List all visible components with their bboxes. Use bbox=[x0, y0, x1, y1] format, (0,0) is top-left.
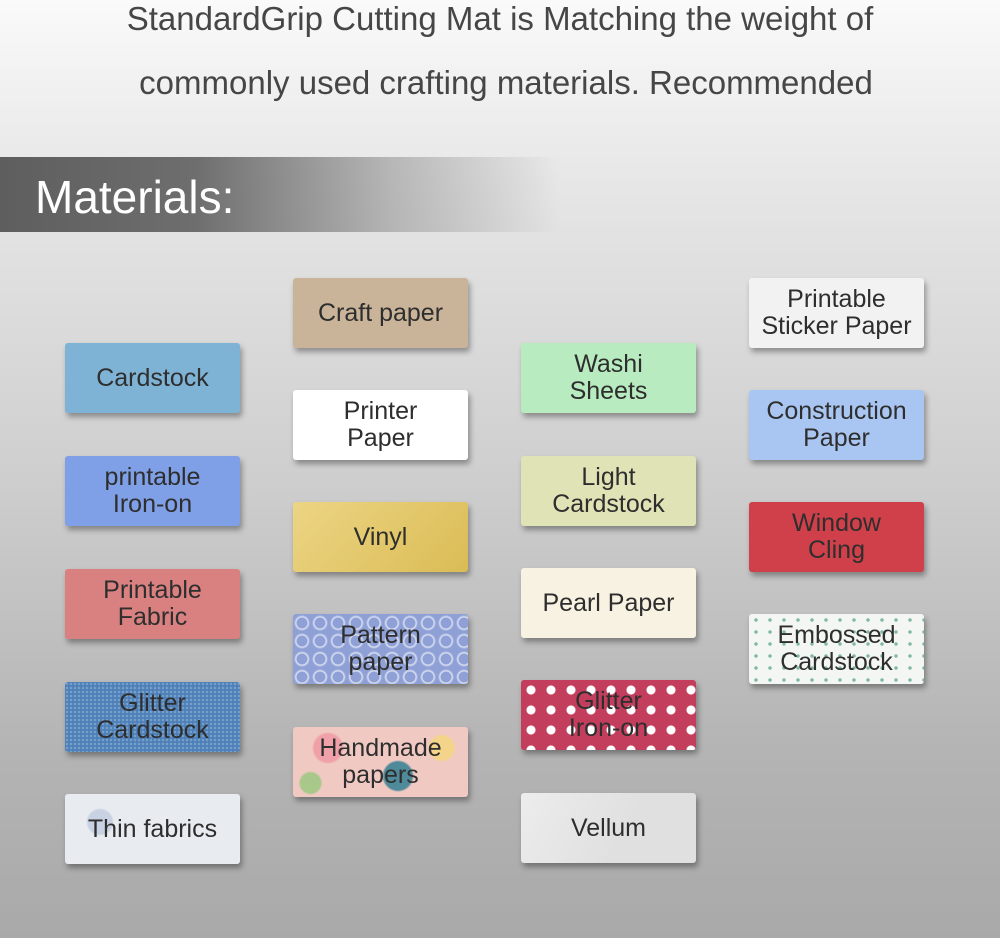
material-label: Vellum bbox=[570, 813, 647, 842]
material-tile-light-cardstock: Light Cardstock bbox=[521, 456, 696, 526]
material-tile-cardstock: Cardstock bbox=[65, 343, 240, 413]
material-label: Thin fabrics bbox=[87, 814, 218, 843]
material-label: Embossed Cardstock bbox=[777, 621, 896, 676]
material-tile-craft-paper: Craft paper bbox=[293, 278, 468, 348]
material-label: Light Cardstock bbox=[552, 463, 665, 518]
material-label: Printable Fabric bbox=[103, 576, 202, 631]
material-tile-construction-paper: Construction Paper bbox=[749, 390, 924, 460]
intro-line-1: StandardGrip Cutting Mat is Matching the… bbox=[126, 0, 874, 37]
materials-banner: Materials: bbox=[0, 157, 560, 232]
material-label: Washi Sheets bbox=[569, 350, 648, 405]
material-tile-glitter-cardstock: Glitter Cardstock bbox=[65, 682, 240, 752]
banner-title: Materials: bbox=[35, 171, 235, 223]
material-label: Cardstock bbox=[96, 363, 209, 392]
material-tile-pattern-paper: Pattern paper bbox=[293, 614, 468, 684]
material-tile-embossed-cardstock: Embossed Cardstock bbox=[749, 614, 924, 684]
material-tile-printable-iron-on: printable Iron-on bbox=[65, 456, 240, 526]
material-label: Glitter Iron-on bbox=[568, 687, 649, 742]
material-tile-printer-paper: Printer Paper bbox=[293, 390, 468, 460]
material-label: Pattern paper bbox=[340, 621, 421, 676]
material-tile-glitter-iron-on: Glitter Iron-on bbox=[521, 680, 696, 750]
material-tile-pearl-paper: Pearl Paper bbox=[521, 568, 696, 638]
material-label: Printable Sticker Paper bbox=[761, 285, 912, 340]
material-tile-washi-sheets: Washi Sheets bbox=[521, 343, 696, 413]
material-label: Craft paper bbox=[317, 298, 444, 327]
material-label: Pearl Paper bbox=[542, 588, 675, 617]
material-tile-vinyl: Vinyl bbox=[293, 502, 468, 572]
material-label: printable Iron-on bbox=[104, 463, 201, 518]
intro-line-2: commonly used crafting materials. Recomm… bbox=[139, 64, 873, 101]
material-label: Glitter Cardstock bbox=[96, 689, 209, 744]
material-label: Vinyl bbox=[353, 522, 408, 551]
material-label: Construction Paper bbox=[766, 397, 907, 452]
material-tile-thin-fabrics: Thin fabrics bbox=[65, 794, 240, 864]
material-label: Window Cling bbox=[792, 509, 881, 564]
material-tile-vellum: Vellum bbox=[521, 793, 696, 863]
material-tile-printable-sticker-paper: Printable Sticker Paper bbox=[749, 278, 924, 348]
material-tile-printable-fabric: Printable Fabric bbox=[65, 569, 240, 639]
material-label: Handmade papers bbox=[319, 734, 442, 789]
material-tile-handmade-papers: Handmade papers bbox=[293, 727, 468, 797]
material-label: Printer Paper bbox=[343, 397, 418, 452]
material-tile-window-cling: Window Cling bbox=[749, 502, 924, 572]
